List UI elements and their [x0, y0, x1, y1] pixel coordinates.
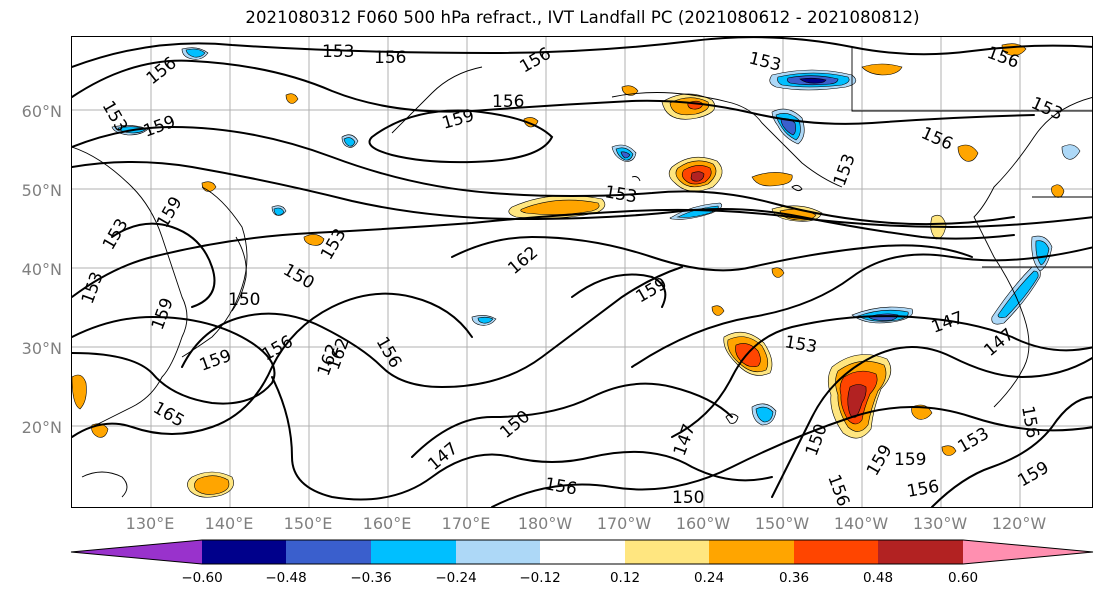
contour-label: 153	[830, 151, 860, 188]
colorbar-tick-label: 0.60	[947, 570, 979, 586]
colorbar-tick-label: −0.48	[265, 570, 307, 586]
contour-label: 156	[1017, 404, 1042, 439]
lat-label-50n: 50°N	[21, 181, 62, 200]
contour-lines	[72, 37, 1092, 507]
colorbar-tick-label: −0.36	[350, 570, 392, 586]
contour-label: 153	[78, 269, 108, 306]
contour-label: 159	[863, 441, 897, 479]
colorbar-tick-label: 0.24	[693, 570, 725, 586]
graticule	[72, 37, 1092, 507]
colorbar-segment	[286, 540, 371, 564]
contour-label: 153	[1028, 93, 1066, 124]
colorbar	[70, 539, 1094, 565]
map-title: 2021080312 F060 500 hPa refract., IVT La…	[245, 8, 920, 27]
lon-label: 150°E	[283, 514, 333, 533]
lon-label: 170°E	[441, 514, 491, 533]
contour-label: 150	[496, 407, 534, 443]
contour-label: 156	[823, 472, 853, 508]
contour-label: 156	[259, 332, 297, 366]
colorbar-tick-label: −0.60	[181, 570, 223, 586]
contour-label: 153	[99, 215, 133, 253]
contour-label: 156	[374, 48, 406, 68]
contour-label: 147	[670, 421, 700, 458]
colorbar-tick-label: 0.48	[862, 570, 894, 586]
contour-label: 153	[603, 182, 638, 207]
contour-label: 159	[197, 346, 234, 376]
lon-label: 140°E	[204, 514, 254, 533]
contour-label: 159	[894, 450, 926, 470]
contour-label: 150	[228, 290, 260, 310]
coastlines	[72, 47, 1092, 498]
colorbar-outline	[70, 539, 1094, 565]
lat-label-20n: 20°N	[21, 418, 62, 437]
lat-label-40n: 40°N	[21, 260, 62, 279]
colorbar-tick-label: 0.36	[778, 570, 810, 586]
contour-label: 156	[517, 44, 555, 78]
lon-label: 140°W	[833, 514, 889, 533]
lon-label: 160°E	[362, 514, 412, 533]
contour-label: 156	[143, 53, 181, 89]
map-panel: 153 156 156 156 156 153 153 156 153 156 …	[71, 36, 1093, 508]
contour-label: 162	[324, 335, 354, 372]
contour-label: 156	[918, 123, 956, 154]
contour-label: 150	[280, 260, 318, 294]
lon-label: 170°W	[596, 514, 652, 533]
contour-label: 153	[322, 42, 354, 62]
colorbar-segment	[202, 540, 286, 564]
contour-label: 153	[955, 424, 993, 458]
contour-label: 159	[141, 112, 178, 142]
colorbar-segment	[878, 540, 963, 564]
contour-label: 156	[543, 474, 578, 499]
colorbar-tick-label: −0.24	[435, 570, 477, 586]
shading-positive	[72, 43, 1065, 498]
lon-label: 150°W	[754, 514, 810, 533]
contour-label-group: 153 156 156 156 156 153 153 156 153 156 …	[78, 42, 1066, 508]
colorbar-segment	[625, 540, 709, 564]
contour-label: 147	[980, 325, 1018, 361]
contour-label: 156	[905, 477, 940, 502]
lon-label: 120°W	[991, 514, 1047, 533]
colorbar-segment	[794, 540, 878, 564]
contour-label: 162	[504, 243, 542, 279]
lon-label: 130°E	[125, 514, 175, 533]
lon-label: 180°W	[517, 514, 573, 533]
contour-label: 153	[747, 48, 783, 75]
contour-label: 159	[148, 295, 178, 332]
colorbar-segment	[709, 540, 794, 564]
colorbar-segment	[371, 540, 456, 564]
contour-label: 147	[424, 439, 462, 475]
lon-label: 130°W	[912, 514, 968, 533]
lon-label: 160°W	[675, 514, 731, 533]
contour-label: 153	[783, 332, 818, 357]
colorbar-tick-label: −0.12	[519, 570, 561, 586]
map-canvas: 153 156 156 156 156 153 153 156 153 156 …	[72, 37, 1092, 508]
contour-label: 150	[672, 488, 704, 508]
contour-label: 147	[929, 308, 966, 338]
lat-label-60n: 60°N	[21, 102, 62, 121]
contour-label: 156	[492, 92, 524, 112]
contour-label: 156	[372, 334, 406, 372]
colorbar-segment	[540, 540, 625, 564]
colorbar-extend-high	[963, 540, 1093, 564]
colorbar-segment	[456, 540, 540, 564]
colorbar-tick-label: 0.12	[609, 570, 641, 586]
colorbar-extend-low	[71, 540, 202, 564]
contour-label: 165	[150, 398, 188, 432]
lat-label-30n: 30°N	[21, 339, 62, 358]
